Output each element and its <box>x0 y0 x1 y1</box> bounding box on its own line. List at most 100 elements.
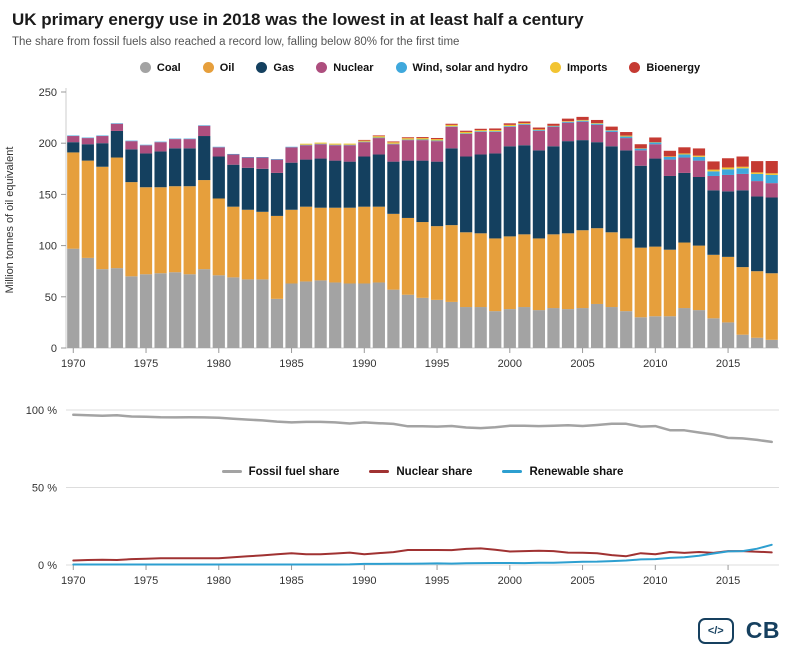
bar-segment-coal <box>692 309 706 348</box>
bar-segment-oil <box>212 198 225 276</box>
bar-segment-oil <box>591 227 604 304</box>
bar-segment-gas <box>765 197 778 274</box>
bar-segment-gas <box>503 146 516 237</box>
bar-segment-wind-solar-and-hydro <box>460 133 473 134</box>
bar-segment-nuclear <box>387 143 400 162</box>
bar-segment-wind-solar-and-hydro <box>736 168 749 174</box>
bar-segment-imports <box>372 135 385 138</box>
legend-item-imports[interactable]: Imports <box>549 62 607 74</box>
bar-segment-gas <box>474 154 487 234</box>
legend-item-bioenergy[interactable]: Bioenergy <box>629 62 700 74</box>
bar-segment-imports <box>416 137 429 140</box>
legend-label: Renewable share <box>529 465 624 478</box>
bar-segment-bioenergy <box>692 148 706 156</box>
legend-item-nuclear[interactable]: Nuclear <box>316 61 374 74</box>
bar-segment-wind-solar-and-hydro <box>692 156 706 161</box>
bar-segment-coal <box>67 248 80 348</box>
bar-segment-imports <box>576 119 589 121</box>
bar-segment-wind-solar-and-hydro <box>270 158 284 160</box>
bar-segment-gas <box>198 135 211 180</box>
legend-item-wind-solar-and-hydro[interactable]: Wind, solar and hydro <box>395 61 528 74</box>
bar-segment-imports <box>445 124 458 127</box>
bar-segment-bioenergy <box>576 116 589 120</box>
legend-item-renewable-share[interactable]: Renewable share <box>502 466 623 478</box>
bar-segment-wind-solar-and-hydro <box>416 139 429 140</box>
legend-label: Bioenergy <box>646 61 701 74</box>
bar-segment-wind-solar-and-hydro <box>765 174 778 183</box>
bar-segment-gas <box>751 196 764 271</box>
bar-segment-coal <box>343 283 356 348</box>
x-tick-label: 1970 <box>61 358 85 370</box>
bar-segment-oil <box>256 211 269 280</box>
bar-segment-gas <box>649 158 662 247</box>
legend-item-gas[interactable]: Gas <box>256 62 294 74</box>
legend-item-coal[interactable]: Coal <box>139 62 181 74</box>
legend-label: Nuclear <box>333 61 374 74</box>
bar-segment-coal <box>751 337 764 348</box>
bar-segment-oil <box>81 160 94 258</box>
x-tick-label: 1985 <box>279 358 303 370</box>
bar-segment-oil <box>110 157 124 268</box>
bar-segment-wind-solar-and-hydro <box>227 153 240 155</box>
bar-segment-coal <box>270 298 284 348</box>
bar-segment-imports <box>620 135 633 137</box>
bar-segment-bioenergy <box>401 137 415 138</box>
bar-segment-bioenergy <box>707 161 720 170</box>
bar-segment-imports <box>518 122 531 124</box>
bar-segment-imports <box>299 143 313 145</box>
bar-segment-gas <box>736 190 749 267</box>
bar-segment-gas <box>576 139 589 231</box>
bar-segment-bioenergy <box>649 137 662 142</box>
bar-segment-coal <box>125 276 138 348</box>
x-tick-label: 1980 <box>207 358 231 370</box>
bar-segment-gas <box>139 153 153 187</box>
bar-segment-coal <box>358 283 371 348</box>
x-tick-label: 1995 <box>425 575 449 587</box>
bar-segment-wind-solar-and-hydro <box>256 156 269 158</box>
bar-segment-wind-solar-and-hydro <box>212 146 225 148</box>
bar-segment-oil <box>576 230 589 308</box>
embed-code-icon[interactable]: </> <box>697 617 734 644</box>
bar-segment-wind-solar-and-hydro <box>707 171 720 176</box>
bar-segment-gas <box>183 148 196 186</box>
bar-segment-nuclear <box>620 137 633 151</box>
bar-segment-wind-solar-and-hydro <box>314 143 327 144</box>
bar-segment-coal <box>532 309 546 348</box>
bar-segment-gas <box>358 156 371 207</box>
bar-segment-imports <box>430 138 444 141</box>
bar-segment-oil <box>489 238 502 311</box>
bar-segment-oil <box>416 221 429 298</box>
y-tick-label: 50 <box>45 292 57 304</box>
bar-segment-oil <box>372 206 385 283</box>
bar-segment-oil <box>707 254 720 319</box>
bar-segment-wind-solar-and-hydro <box>503 125 516 127</box>
legend-label: Fossil fuel share <box>248 465 340 478</box>
bar-segment-oil <box>474 233 487 307</box>
bar-segment-gas <box>96 142 109 167</box>
bar-segment-wind-solar-and-hydro <box>125 140 138 141</box>
x-tick-label: 1975 <box>134 358 158 370</box>
bar-segment-oil <box>518 234 531 307</box>
bar-segment-oil <box>169 185 182 272</box>
bar-segment-gas <box>547 146 560 235</box>
bar-segment-imports <box>489 129 502 131</box>
x-tick-label: 1980 <box>207 575 231 587</box>
bar-segment-imports <box>591 122 604 124</box>
bar-segment-bioenergy <box>663 150 676 157</box>
legend-item-nuclear-share[interactable]: Nuclear share <box>369 466 472 478</box>
bar-segment-coal <box>576 307 589 348</box>
bar-segment-gas <box>270 172 284 216</box>
bar-segment-bioenergy <box>721 158 735 168</box>
legend-line-swatch-icon <box>221 470 242 474</box>
legend-label: Wind, solar and hydro <box>412 61 528 74</box>
bar-segment-wind-solar-and-hydro <box>285 146 298 148</box>
bar-segment-coal <box>241 279 254 348</box>
legend-swatch-icon <box>139 62 151 74</box>
bar-segment-wind-solar-and-hydro <box>430 140 444 141</box>
legend-item-fossil-fuel-share[interactable]: Fossil fuel share <box>221 465 340 478</box>
bar-segment-nuclear <box>736 173 749 191</box>
bar-segment-wind-solar-and-hydro <box>620 136 633 138</box>
bar-segment-bioenergy <box>358 139 371 141</box>
legend-item-oil[interactable]: Oil <box>202 62 234 74</box>
bar-segment-nuclear <box>169 138 182 149</box>
